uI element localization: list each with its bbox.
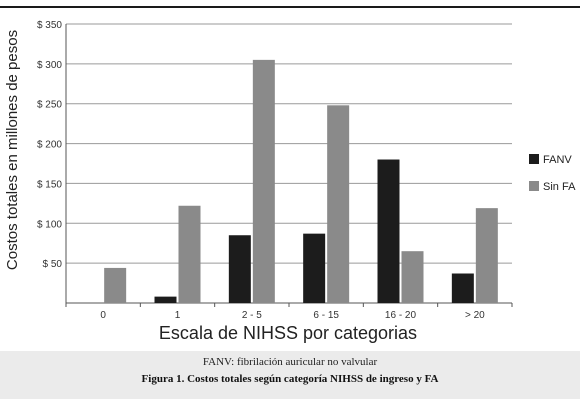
caption-box <box>0 351 580 399</box>
bar-fanv <box>228 235 251 303</box>
x-tick-label: 0 <box>100 310 106 321</box>
gridlines <box>66 23 512 264</box>
bar-fanv <box>377 159 400 303</box>
axes <box>65 24 513 307</box>
legend-label: FANV <box>543 154 572 166</box>
x-tick-label: 1 <box>175 310 181 321</box>
bar-sin-fa <box>104 267 127 303</box>
bar-sin-fa <box>401 251 424 303</box>
y-tick-label: $ 250 <box>37 100 62 111</box>
legend: FANV Sin FA <box>529 154 576 193</box>
x-tick-label: 6 - 15 <box>313 310 339 321</box>
bar-fanv <box>451 273 474 303</box>
bar-fanv <box>154 296 177 303</box>
bar-sin-fa <box>475 208 498 303</box>
bar-sin-fa <box>327 105 350 304</box>
bars <box>104 59 498 304</box>
y-tick-label: $ 300 <box>37 60 62 71</box>
bar-chart: $ 50 $ 100 $ 150 $ 200 $ 250 $ 300 $ 350 0 1 2 - … <box>4 20 576 343</box>
y-tick-label: $ 200 <box>37 140 62 151</box>
caption-note: FANV: fibrilación auricular no valvular <box>202 356 378 368</box>
bar-fanv <box>303 233 326 303</box>
bar-sin-fa <box>252 59 275 303</box>
y-tick-label: $ 50 <box>43 259 63 270</box>
x-tick-label: 16 - 20 <box>385 310 417 321</box>
y-tick-label: $ 150 <box>37 179 62 190</box>
figure-caption: Figura 1. Costos totales según categoría… <box>141 373 439 385</box>
legend-swatch <box>529 154 539 164</box>
bar-sin-fa <box>178 205 201 303</box>
x-tick-label: > 20 <box>465 310 485 321</box>
top-rule <box>0 6 580 8</box>
y-axis-title: Costos totales en millones de pesos <box>4 30 21 270</box>
y-tick-label: $ 100 <box>37 219 62 230</box>
legend-swatch <box>529 181 539 191</box>
x-axis-title: Escala de NIHSS por categorias <box>159 323 417 343</box>
x-tick-label: 2 - 5 <box>242 310 262 321</box>
legend-label: Sin FA <box>543 181 576 193</box>
tick-labels: $ 50 $ 100 $ 150 $ 200 $ 250 $ 300 $ 350 0 1 2 - … <box>37 20 485 321</box>
y-tick-label: $ 350 <box>37 20 62 31</box>
